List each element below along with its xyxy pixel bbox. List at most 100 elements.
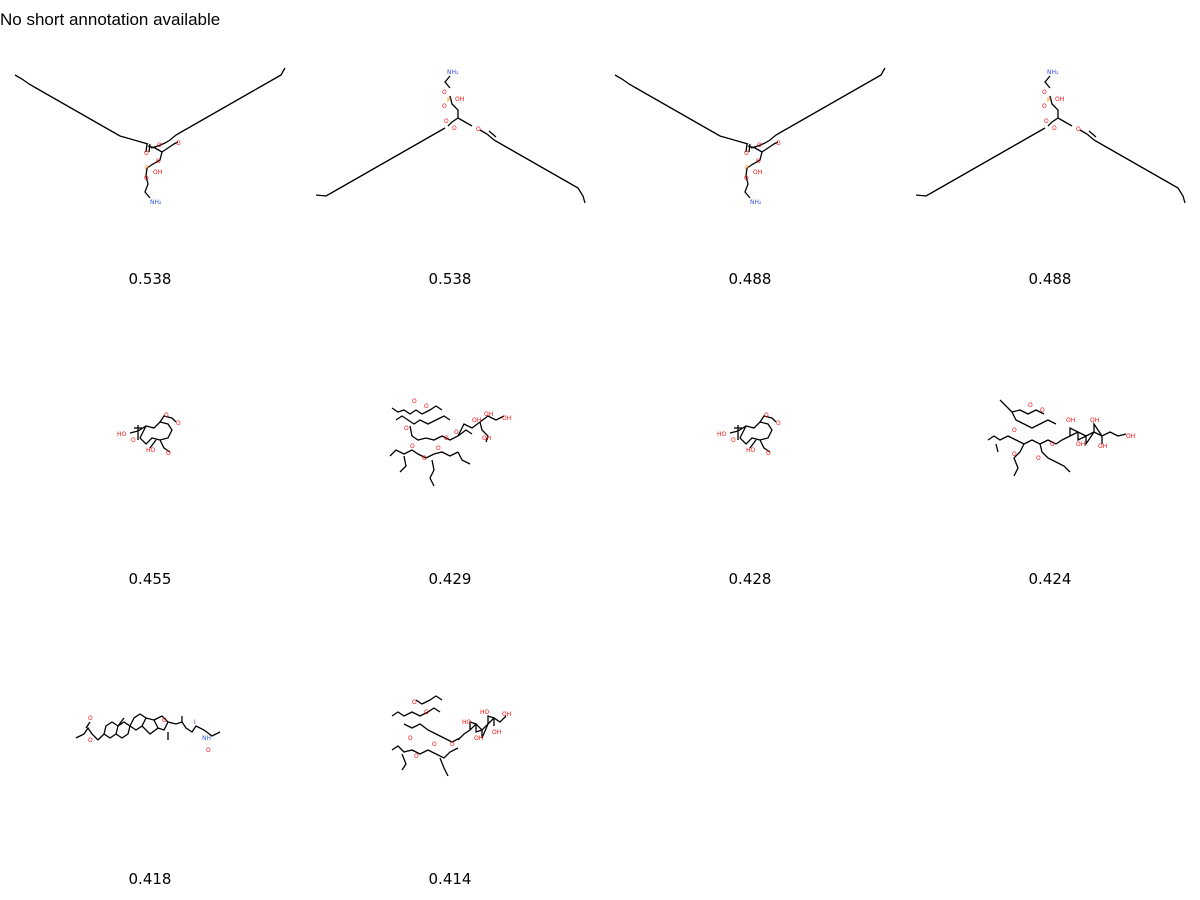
molecule-structure-6: O O O O OH OH OH OH O O O O — [389, 398, 511, 487]
atom-label: O — [144, 150, 149, 157]
ester-bond — [391, 745, 459, 759]
branch-bond — [457, 451, 471, 465]
alkenyl-chain — [1079, 129, 1186, 204]
atom-label: O — [757, 142, 762, 149]
molecule-bonds — [614, 67, 886, 199]
atom-label: O — [1028, 402, 1033, 409]
branch-bond — [1013, 443, 1025, 477]
molecule-bonds — [391, 695, 507, 777]
atom-label: O — [412, 398, 417, 405]
atom-label: HO — [146, 447, 156, 454]
atom-label: O — [144, 175, 149, 182]
atom-label: O — [422, 455, 427, 462]
glycerol-bond — [761, 141, 779, 153]
similarity-score: 0.429 — [428, 570, 472, 588]
atom-label: OH — [474, 735, 483, 742]
ester-bond — [1011, 411, 1057, 429]
atom-label: O — [744, 150, 749, 157]
atom-label: O — [1076, 126, 1081, 133]
ester-bond — [999, 399, 1045, 415]
molecule-structure-4: NH₂ O P OH O O O O — [915, 69, 1186, 204]
similarity-score: 0.418 — [128, 870, 172, 888]
bond — [145, 143, 148, 153]
atom-label: O — [1012, 427, 1017, 434]
atom-label: O — [442, 103, 447, 110]
ester-bond — [415, 695, 443, 705]
molecule-structure-7: HO O O HO O O — [717, 412, 781, 457]
atom-label: OH — [1076, 441, 1085, 448]
atom-label: OH — [484, 411, 493, 418]
atom-label: O — [432, 741, 437, 748]
atom-label: O — [454, 429, 459, 436]
epoxide-bond — [759, 439, 771, 453]
bond — [745, 143, 748, 153]
molecule-cell: O O O I NH O 0.418 — [0, 600, 300, 900]
bond — [488, 130, 497, 138]
acyl-chain — [915, 127, 1046, 197]
atom-label: OH — [492, 729, 501, 736]
polyol-bond — [1069, 421, 1103, 447]
molecule-structure-3: O O O O P OH O NH₂ — [614, 67, 886, 206]
atom-label: P — [145, 165, 149, 172]
polyol-bond — [469, 715, 495, 739]
atom-label: O — [156, 158, 161, 165]
glycerol-bond — [747, 145, 763, 153]
atom-label: O — [776, 140, 781, 147]
atom-label: O — [1042, 89, 1047, 96]
ring-bonds — [729, 421, 773, 445]
side-chain — [167, 721, 221, 737]
atom-label: O — [424, 709, 429, 716]
atom-label: NH₂ — [750, 199, 762, 206]
atom-label: HO — [117, 431, 127, 438]
atom-label: O — [756, 158, 761, 165]
atom-label: P — [745, 165, 749, 172]
atom-label: O — [410, 443, 415, 450]
ester-bond — [987, 435, 1057, 445]
atom-label: O — [404, 425, 409, 432]
atom-label: O — [176, 140, 181, 147]
atom-label: O — [131, 437, 136, 444]
ethanolamine-bond — [444, 75, 451, 89]
atom-label: OH — [753, 169, 762, 176]
molecule-cell: NH₂ O P OH O O O O 0.538 — [300, 0, 600, 300]
atom-label: O — [764, 412, 769, 419]
molecule-bonds — [129, 415, 177, 453]
bond — [117, 717, 125, 727]
similarity-score: 0.424 — [1028, 570, 1072, 588]
atom-label: O — [164, 412, 169, 419]
atom-label: O — [176, 420, 181, 427]
ring-bonds — [129, 421, 173, 445]
atom-label: O — [1040, 407, 1045, 414]
alkenyl-chain — [479, 129, 586, 204]
atom-label: OH — [455, 96, 464, 103]
similarity-score: 0.455 — [128, 570, 172, 588]
similarity-score: 0.538 — [128, 270, 172, 288]
atom-label: O — [776, 420, 781, 427]
branch-bond — [1039, 443, 1071, 473]
atom-label: P — [1047, 97, 1051, 104]
bond — [85, 721, 91, 729]
molecule-bonds — [315, 75, 586, 204]
atom-label: HO — [746, 447, 756, 454]
atom-label: O — [157, 142, 162, 149]
atom-label: O — [408, 735, 413, 742]
annotation-text: No short annotation available — [0, 10, 221, 29]
bond — [148, 143, 151, 153]
atom-label: O — [166, 450, 171, 457]
atom-label: NH₂ — [1047, 69, 1059, 76]
atom-label: O — [414, 753, 419, 760]
molecule-structure-1: O O O O P OH O NH₂ — [14, 67, 286, 206]
atom-label: O — [88, 737, 93, 744]
phosphate-bond — [746, 151, 763, 169]
atom-label: I — [194, 719, 196, 726]
branch-bond — [399, 455, 407, 473]
atom-label: O — [744, 175, 749, 182]
lactone-bond — [759, 415, 777, 423]
glycerol-bond — [447, 117, 459, 127]
bond — [149, 439, 157, 449]
lactone-bond — [159, 415, 177, 423]
atom-label: O — [436, 445, 441, 452]
branch-bond — [439, 757, 449, 777]
molecule-cell: NH₂ O P OH O O O O 0.488 — [900, 0, 1200, 300]
acyl-chain — [315, 127, 446, 197]
